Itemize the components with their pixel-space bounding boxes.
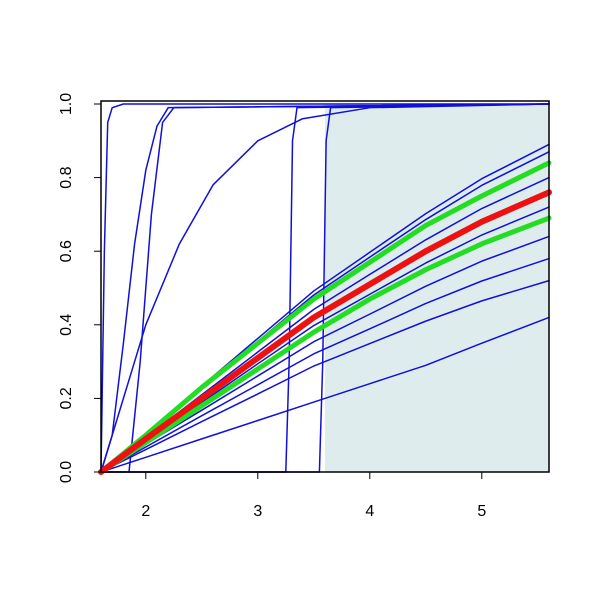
series-line [98, 189, 552, 475]
series-line [100, 279, 550, 473]
y-tick-label: 0.8 [58, 166, 75, 188]
series-line [100, 103, 550, 473]
x-tick-label: 2 [141, 503, 150, 520]
y-tick-label: 0.6 [58, 240, 75, 262]
y-tick-label: 0.2 [58, 387, 75, 409]
y-tick-label: 0.0 [58, 461, 75, 483]
series-line [98, 215, 552, 475]
x-tick-label: 3 [253, 503, 262, 520]
series-line [128, 103, 550, 473]
y-tick-label: 0.4 [58, 314, 75, 336]
series-line [100, 257, 550, 473]
series-line [98, 160, 552, 475]
plot-frame [100, 100, 550, 473]
series-line [100, 316, 550, 473]
series-line [100, 103, 550, 473]
series-line [100, 103, 550, 473]
x-tick-label: 4 [365, 503, 374, 520]
y-tick-label: 1.0 [58, 93, 75, 115]
x-tick-label: 5 [477, 503, 486, 520]
